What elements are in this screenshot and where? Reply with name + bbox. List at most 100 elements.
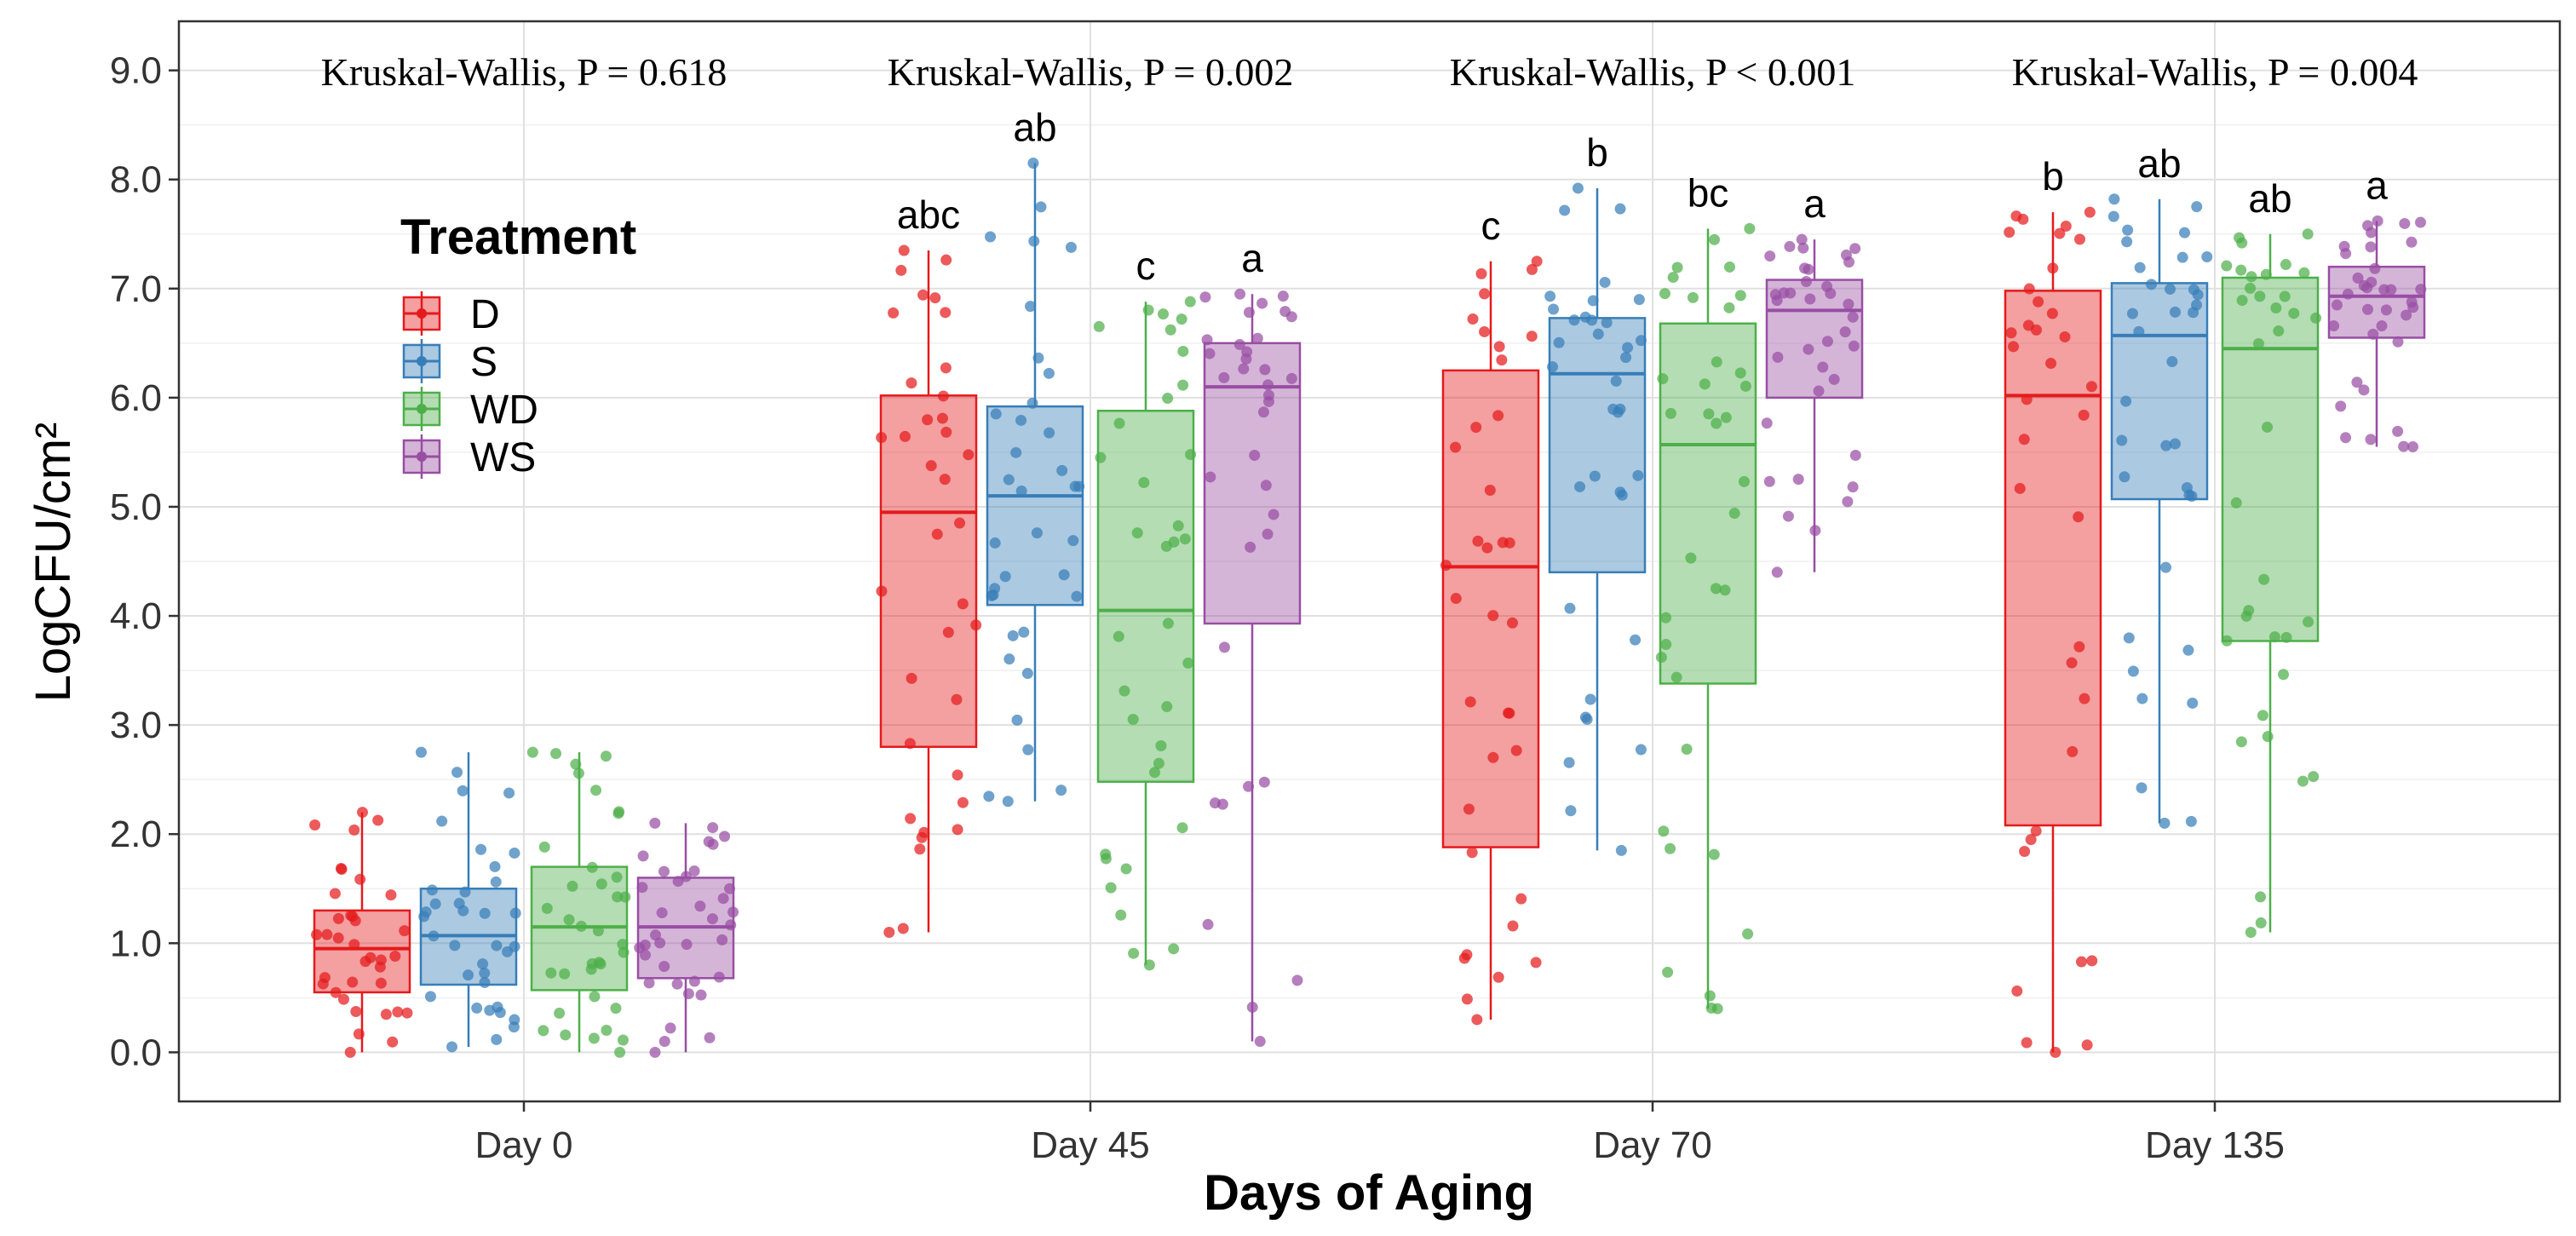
data-point — [2302, 228, 2314, 240]
data-point — [2254, 290, 2266, 302]
data-point — [1785, 287, 1797, 299]
data-point — [1067, 535, 1079, 547]
data-point — [658, 961, 670, 973]
data-point — [2401, 309, 2412, 321]
y-tick-label: 0.0 — [110, 1032, 162, 1073]
data-point — [2191, 201, 2203, 213]
data-point — [2262, 731, 2274, 743]
data-point — [1711, 417, 1722, 429]
data-point — [1843, 256, 1855, 268]
box-s-day-135 — [2110, 198, 2209, 824]
data-point — [1471, 1014, 1483, 1026]
data-point — [2019, 845, 2031, 857]
data-point — [1809, 525, 1821, 537]
data-point — [1574, 480, 1586, 492]
data-point — [2136, 782, 2148, 794]
data-point — [1507, 920, 1519, 932]
data-point — [1492, 971, 1504, 983]
data-point — [1584, 693, 1596, 705]
data-point — [713, 971, 725, 983]
significance-letter: a — [1803, 181, 1826, 226]
data-point — [1010, 446, 1022, 458]
data-point — [372, 814, 384, 826]
data-point — [1257, 406, 1269, 418]
data-point — [1234, 288, 1246, 300]
legend-key-point — [417, 451, 427, 462]
data-point — [2255, 917, 2267, 928]
data-point — [636, 882, 648, 894]
data-point — [2342, 288, 2354, 300]
data-point — [2121, 236, 2133, 248]
plot-panel-border — [177, 20, 2562, 1103]
data-point — [1481, 542, 1493, 554]
data-point — [1291, 974, 1303, 986]
data-point — [2221, 260, 2233, 272]
data-point — [724, 882, 735, 894]
data-point — [332, 932, 344, 944]
data-point — [2084, 206, 2096, 218]
data-point — [1592, 328, 1604, 340]
data-point — [2120, 395, 2132, 407]
data-point — [904, 738, 916, 750]
data-point — [2008, 341, 2020, 353]
data-point — [1216, 798, 1228, 810]
data-point — [1002, 796, 1014, 808]
data-point — [1259, 364, 1271, 376]
data-point — [649, 1046, 661, 1058]
data-point — [2340, 432, 2352, 444]
data-point — [1531, 256, 1543, 267]
data-point — [2169, 438, 2181, 450]
y-tick-label: 3.0 — [110, 704, 162, 746]
data-point — [1233, 338, 1245, 350]
data-point — [695, 989, 707, 1001]
data-point — [1161, 701, 1173, 713]
data-point — [612, 891, 624, 903]
data-point — [2004, 227, 2015, 239]
significance-letter: ab — [2137, 141, 2181, 186]
data-point — [2201, 250, 2213, 262]
data-point — [2081, 1039, 2093, 1051]
data-point — [719, 831, 731, 842]
data-point — [2245, 926, 2257, 938]
data-point — [899, 430, 911, 442]
data-point — [716, 934, 728, 946]
data-point — [2159, 561, 2171, 573]
y-tick-label: 2.0 — [110, 813, 162, 855]
legend-item-d: D — [402, 291, 500, 337]
data-point — [1043, 367, 1055, 379]
data-point — [617, 1034, 629, 1046]
data-point — [459, 886, 471, 898]
data-point — [876, 432, 888, 444]
data-point — [489, 860, 501, 872]
data-point — [1842, 496, 1854, 508]
data-point — [1548, 303, 1560, 315]
data-point — [2185, 815, 2197, 827]
data-point — [1218, 371, 1230, 383]
data-point — [1277, 290, 1289, 302]
data-point — [1026, 397, 1038, 409]
data-point — [1128, 947, 1140, 959]
data-point — [1202, 918, 1214, 930]
data-point — [335, 862, 347, 874]
data-point — [1843, 298, 1854, 310]
data-point — [1073, 480, 1085, 492]
data-point — [1559, 204, 1571, 216]
data-point — [1506, 617, 1518, 629]
data-point — [940, 426, 952, 438]
data-point — [1025, 301, 1037, 313]
data-point — [337, 993, 349, 1005]
box-d-day-70 — [1441, 261, 1540, 1020]
data-point — [707, 838, 719, 850]
data-point — [694, 900, 706, 912]
data-point — [1839, 326, 1851, 338]
data-point — [508, 1021, 520, 1033]
data-point — [2268, 631, 2280, 643]
data-point — [2066, 657, 2078, 669]
data-point — [317, 978, 329, 990]
data-point — [1022, 744, 1034, 756]
data-point — [1472, 535, 1484, 547]
data-point — [1497, 537, 1509, 549]
data-point — [2255, 891, 2267, 903]
data-point — [509, 907, 521, 919]
box-body — [1096, 409, 1195, 783]
